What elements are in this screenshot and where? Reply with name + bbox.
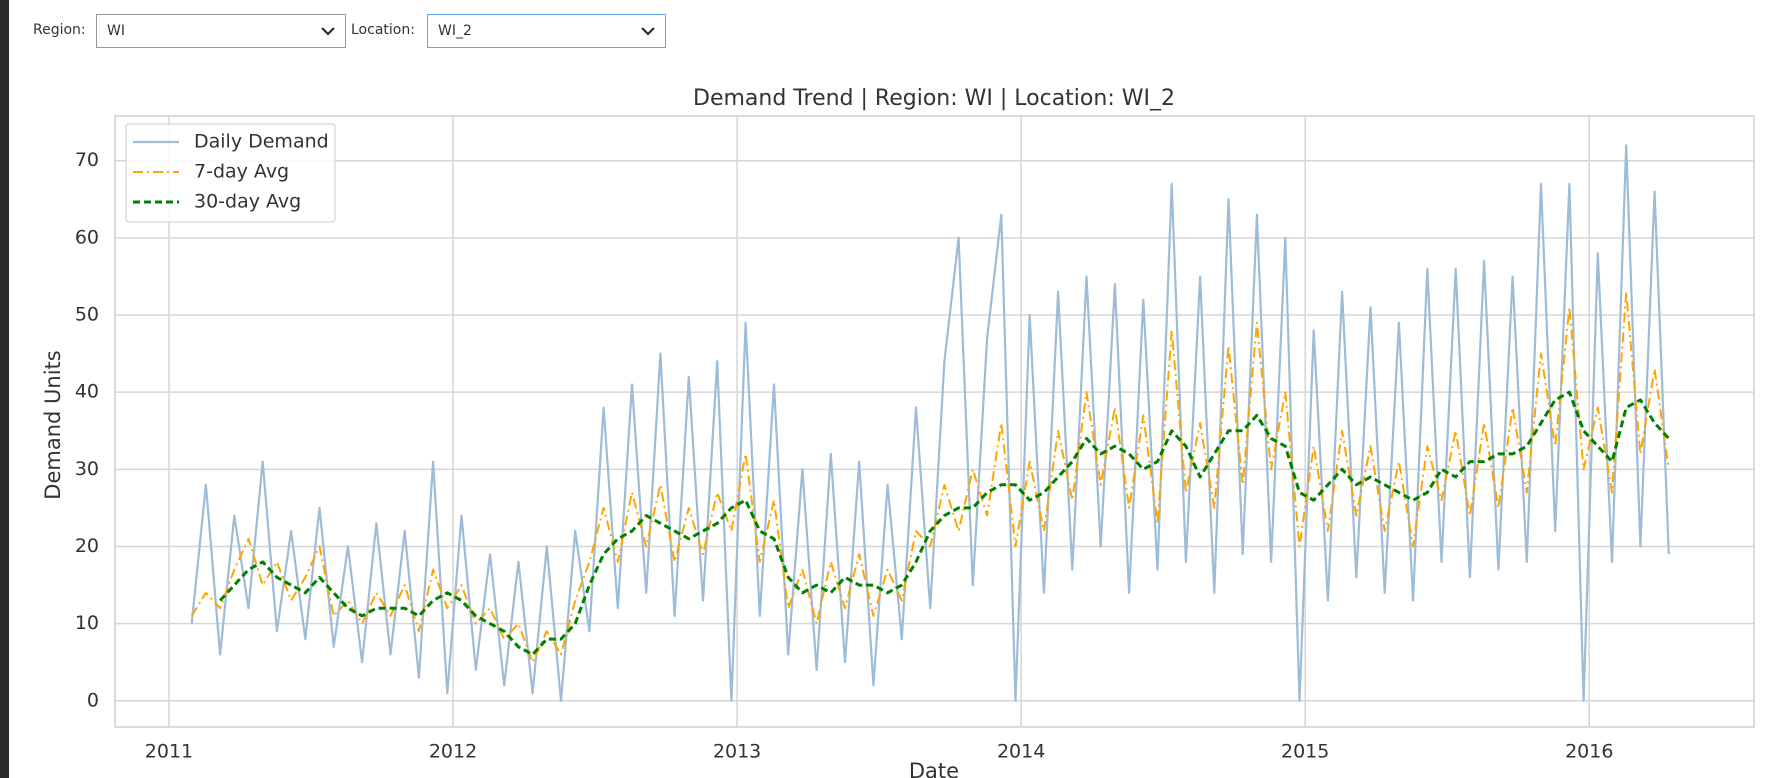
x-tick-label: 2012 — [429, 741, 477, 763]
chevron — [641, 27, 655, 36]
region-select[interactable]: WI — [96, 14, 346, 48]
y-tick-label: 10 — [75, 612, 99, 634]
y-tick-label: 50 — [75, 304, 99, 326]
y-tick-label: 30 — [75, 458, 99, 480]
x-axis-label: Date — [909, 759, 959, 778]
series-line — [190, 144, 1670, 702]
plot-frame — [114, 115, 1755, 728]
region-label: Region: — [33, 22, 86, 38]
y-tick-label: 60 — [75, 226, 99, 248]
location-label: Location: — [351, 22, 415, 38]
y-tick-label: 40 — [75, 381, 99, 403]
series-line — [218, 390, 1670, 656]
chart-title: Demand Trend | Region: WI | Location: WI… — [693, 86, 1175, 111]
y-tick-label: 70 — [75, 149, 99, 171]
region-value: WI — [107, 23, 125, 39]
legend-label: 30-day Avg — [194, 191, 301, 213]
x-tick-label: 2011 — [145, 741, 193, 763]
location-select[interactable]: WI_2 — [427, 14, 666, 48]
x-tick-label: 2016 — [1565, 741, 1613, 763]
window-edge — [0, 0, 9, 778]
x-tick-label: 2014 — [997, 741, 1045, 763]
legend: Daily Demand 7-day Avg 30-day Avg — [125, 123, 336, 223]
legend-label: 7-day Avg — [194, 161, 289, 183]
x-tick-label: 2015 — [1281, 741, 1329, 763]
y-tick-label: 0 — [87, 689, 99, 711]
x-tick-label: 2013 — [713, 741, 761, 763]
chevron — [321, 27, 335, 36]
location-value: WI_2 — [438, 23, 472, 39]
legend-box — [125, 123, 336, 223]
y-tick-label: 20 — [75, 535, 99, 557]
legend-label: Daily Demand — [194, 131, 329, 153]
y-axis-label: Demand Units — [41, 350, 65, 499]
series-line — [190, 290, 1670, 664]
